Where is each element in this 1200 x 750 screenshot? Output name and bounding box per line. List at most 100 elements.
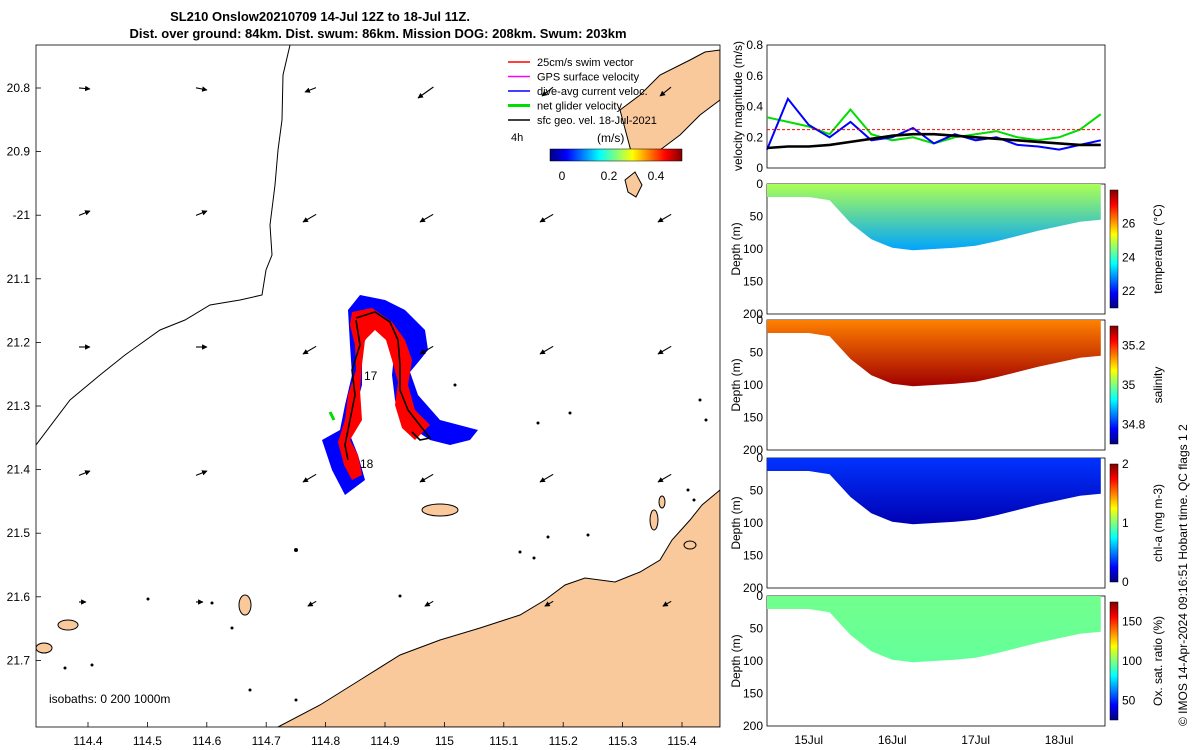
depth-label: Depth (m) [729,634,743,687]
colorbar-tick: 100 [1122,654,1142,668]
day-label-17: 17 [364,369,378,383]
depth-tick: 100 [743,516,763,530]
lon-tick-label: 114.6 [192,734,221,748]
colorbar-tick: 22 [1122,284,1136,298]
velocity-ytick: 0.4 [746,100,763,114]
geo-velocity-arrow [78,210,91,216]
colorbar-tick: 24 [1122,250,1136,264]
tiny-islands [63,383,708,702]
lat-tick-label: 20.8 [7,81,31,95]
island-east-2 [683,540,697,550]
velocity-ytick: 0.6 [746,69,763,83]
map-frame [35,44,721,728]
lon-ticks: 114.4 114.5 114.6 114.7 114.8 114.9 115 115.1 11… [73,722,697,748]
time-tick-label: 17Jul [961,733,990,747]
profile-panel: 0 50 100 150 200 Depth (m) 34.8 35 35.2 salinity [729,313,1165,457]
lon-tick-label: 115.1 [489,734,518,748]
geo-velocity-arrow [657,213,672,223]
time-tick-label: 18Jul [1045,733,1074,747]
geo-velocity-arrow [302,345,317,355]
lat-tick-label: 21.6 [7,590,31,604]
colorbar-tick: 0 [1122,575,1129,589]
sfc-geo-velocity-arrows [78,85,672,607]
depth-label: Depth (m) [729,496,743,549]
velocity-series-line [766,132,1101,150]
depth-tick: 150 [743,411,763,425]
geo-velocity-arrow [302,473,317,483]
map-panel: 17 18 20.8 20.9 -21 21.1 21.2 21.3 21.4 21.5 21.… [7,44,721,748]
legend-item-label: net glider velocity [537,101,622,113]
depth-tick: 0 [756,313,763,327]
velocity-ylabel: velocity magnitude (m/s) [731,41,745,171]
depth-tick: 50 [750,484,764,498]
profile-field [767,458,1101,525]
velocity-ytick: 0.8 [746,38,763,52]
velocity-ytick: 0.2 [746,130,763,144]
footer-vertical: © IMOS 14-Apr-2024 09:16:51 Hobart time.… [1176,424,1190,726]
swim-vector-swath [338,308,430,480]
colorbar-tick: 26 [1122,217,1136,231]
colorbar-label: chl-a (mg m-3) [1151,484,1165,562]
depth-tick: 150 [743,687,763,701]
island-east-1 [649,509,659,531]
colorbar-tick: 0 [559,169,566,183]
glider-path [344,311,432,461]
legend-item-label: dive-avg current veloc. [537,86,648,98]
geo-velocity-arrow [541,86,554,97]
isobaths-label: isobaths: 0 200 1000m [49,692,170,706]
lat-tick-label: 20.9 [7,145,31,159]
lat-tick-label: 21.7 [7,653,31,667]
colorbar-tick: 150 [1122,615,1142,629]
geo-velocity-arrow [659,86,672,97]
depth-label: Depth (m) [729,358,743,411]
island-west-2 [36,642,53,654]
depth-tick: 100 [743,378,763,392]
colorbar-label: salinity [1151,367,1165,404]
lon-tick-label: 114.5 [133,734,162,748]
depth-tick: 150 [743,275,763,289]
lat-tick-label: 21.4 [7,463,31,477]
geo-velocity-arrow [419,213,434,223]
depth-tick: 0 [756,589,763,603]
island-mid [238,594,252,616]
colorbar-tick: 50 [1122,693,1136,707]
lon-tick-label: 114.8 [311,734,340,748]
velocity-ytick: 0 [756,161,763,175]
profile-panel: 0 50 100 150 200 Depth (m) 0 1 2 chl-a (mg m-3) [729,451,1165,595]
title-line-2: Dist. over ground: 84km. Dist. swum: 86k… [129,26,626,41]
geo-velocity-arrow [657,345,672,355]
time-axis: 15Jul 16Jul 17Jul 18Jul [794,733,1073,747]
depth-tick: 100 [743,654,763,668]
lat-tick-label: -21 [13,208,31,222]
net-glider-velocity [328,411,336,421]
geo-velocity-arrow [544,600,554,607]
geo-velocity-arrow [78,85,91,92]
geo-velocity-arrow [424,600,434,607]
isobath-200m [36,45,291,446]
geo-velocity-arrow [419,345,434,355]
island-north [619,49,720,161]
colorbar-tick: 35 [1122,378,1136,392]
colorbar-tick: 1 [1122,516,1129,530]
profile-panel: 0 50 100 150 200 Depth (m) 50 100 150 Ox. sat. ra… [729,589,1165,733]
lat-tick-label: 21.1 [7,272,31,286]
title-line-1: SL210 Onslow20210709 14-Jul 12Z to 18-Ju… [170,9,470,24]
profile-colorbar [1109,189,1119,309]
colorbar-unit: (m/s) [597,131,624,145]
lat-ticks: 20.8 20.9 -21 21.1 21.2 21.3 21.4 21.5 21.6 21.7 [7,81,41,667]
island-central [421,503,459,517]
geo-velocity-arrow [307,600,317,607]
geo-velocity-arrow [417,86,434,99]
depth-tick: 200 [743,581,763,595]
mainland-coast [277,489,720,727]
lon-tick-label: 114.4 [73,734,102,748]
geo-velocity-arrow [662,600,672,607]
island-small-north [624,171,643,198]
legend-item-label: GPS surface velocity [537,72,640,84]
lon-tick-label: 115 [435,734,454,748]
geo-velocity-arrow [195,210,208,216]
profile-colorbar [1109,601,1119,721]
time-tick-label: 16Jul [878,733,907,747]
